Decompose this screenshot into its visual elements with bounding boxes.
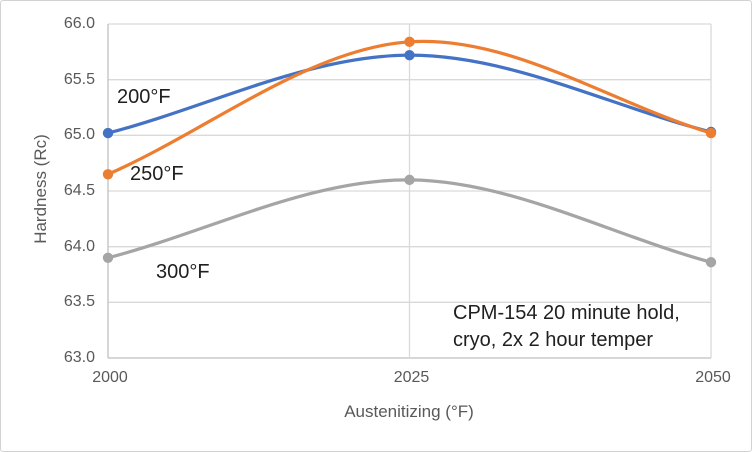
data-point-series-1 bbox=[102, 169, 114, 180]
series-label-300f: 300°F bbox=[156, 261, 210, 283]
y-tick-label: 64.0 bbox=[63, 237, 95, 255]
y-tick-label: 65.0 bbox=[63, 126, 95, 144]
series-label-250f: 250°F bbox=[130, 163, 184, 185]
x-tick-label: 2025 bbox=[393, 369, 430, 386]
x-tick-label: 2000 bbox=[92, 369, 128, 386]
series-label-200f: 200°F bbox=[117, 86, 171, 108]
annotation-text: CPM-154 20 minute hold, cryo, 2x 2 hour … bbox=[453, 302, 680, 351]
data-point-series-2 bbox=[102, 252, 114, 263]
data-point-series-1 bbox=[404, 36, 415, 48]
y-tick-label: 65.5 bbox=[63, 70, 95, 88]
data-point-series-2 bbox=[705, 257, 717, 268]
data-point-series-2 bbox=[404, 174, 415, 186]
data-point-series-0 bbox=[102, 127, 114, 139]
y-tick-label: 63.5 bbox=[63, 293, 95, 311]
data-point-series-1 bbox=[705, 127, 717, 139]
y-tick-label: 66.0 bbox=[63, 15, 95, 32]
x-axis-title: Austenitizing (°F) bbox=[344, 402, 474, 421]
data-point-series-0 bbox=[404, 49, 415, 61]
x-tick-label: 2050 bbox=[695, 369, 731, 386]
y-axis-title: Hardness (Rc) bbox=[31, 134, 50, 244]
y-tick-label: 63.0 bbox=[63, 349, 95, 366]
y-tick-label: 64.5 bbox=[63, 182, 95, 199]
